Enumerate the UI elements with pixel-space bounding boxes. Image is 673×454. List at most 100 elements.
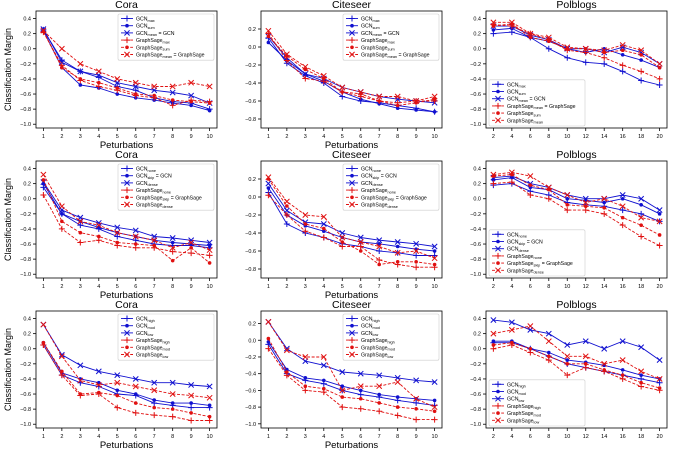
y-tick-label: −0.4 [470, 227, 481, 233]
legend-name: GraphSage [136, 345, 163, 351]
legend-suffix: = GraphSage [172, 53, 205, 59]
y-tick-label: −0.6 [20, 92, 31, 98]
x-tick-label: 20 [657, 284, 663, 290]
x-tick-label: 16 [620, 134, 626, 140]
y-tick-label: −0.8 [20, 407, 31, 413]
data-point [340, 384, 345, 389]
data-point [394, 93, 401, 100]
legend-suffix: = GCN [382, 31, 400, 37]
series-graphsage-mean [490, 19, 663, 67]
x-tick-label: 9 [190, 434, 193, 440]
data-point [601, 360, 608, 367]
data-point [639, 58, 643, 62]
legend-name: GraphSage [507, 254, 534, 260]
legend-suffix: = GCN [525, 240, 543, 246]
y-tick-label: −0.2 [20, 362, 31, 368]
data-point [564, 372, 571, 379]
legend-label: GraphSagemean = GraphSage [507, 104, 576, 110]
legend-label: GCNskip = GCN [136, 174, 172, 180]
legend-subscript: dense [373, 183, 383, 187]
series-graphsage-low [490, 323, 663, 382]
data-point [528, 35, 533, 40]
x-tick-label: 7 [153, 284, 156, 290]
x-tick-label: 18 [638, 434, 644, 440]
legend-subscript: mean [534, 106, 544, 110]
legend-name: GraphSage [136, 195, 163, 201]
data-point [169, 102, 176, 109]
y-tick-label: −0.8 [470, 257, 481, 263]
data-point [357, 370, 364, 377]
legend-label: GCNnone [507, 232, 527, 238]
legend-name: GraphSage [507, 118, 534, 124]
y-tick-label: −0.2 [20, 212, 31, 218]
x-tick-label: 1 [267, 434, 270, 440]
data-point [564, 207, 571, 214]
data-point [132, 79, 139, 86]
legend-marker [125, 45, 129, 50]
legend-marker [495, 117, 501, 124]
series-graphsage-low [40, 321, 213, 401]
series-line [268, 192, 435, 256]
data-point [96, 80, 101, 85]
data-point [40, 321, 47, 328]
legend-marker [349, 29, 355, 36]
y-tick-label: −0.4 [470, 377, 481, 383]
y-tick-label: −0.6 [470, 92, 481, 98]
legend-box [117, 163, 215, 211]
legend-label: GCNnone [361, 167, 381, 173]
plot-frame [260, 160, 443, 279]
x-tick-label: 10 [432, 134, 438, 140]
x-tick-label: 2 [285, 434, 288, 440]
data-point [601, 47, 608, 54]
x-tick-label: 9 [190, 284, 193, 290]
series-line [43, 194, 210, 256]
data-point [414, 406, 418, 411]
chart-title: Cora [115, 300, 138, 311]
legend-label: GCNlow [361, 331, 378, 337]
x-tick-label: 6 [359, 434, 362, 440]
y-tick-label: 0.2 [23, 182, 31, 188]
data-point [638, 233, 645, 240]
data-point [302, 71, 309, 77]
data-point [188, 404, 195, 411]
series-line [268, 176, 435, 259]
legend-marker [350, 173, 354, 178]
data-point [189, 103, 193, 108]
legend-marker [124, 37, 130, 44]
legend-subscript: low [388, 355, 394, 359]
legend-label: GCNmean = GCN [361, 31, 400, 37]
y-tick-label: −0.2 [245, 355, 256, 361]
data-point [77, 239, 84, 246]
legend-label: GraphSagedense [136, 203, 173, 209]
data-point [358, 388, 363, 393]
data-point [114, 224, 121, 231]
y-tick-label: −0.6 [245, 388, 256, 394]
legend-name: GCN [136, 24, 148, 30]
data-point [639, 373, 643, 377]
data-point [41, 340, 46, 345]
data-point [395, 260, 400, 264]
data-point [528, 183, 533, 187]
legend-name: GCN [361, 31, 373, 37]
data-point [582, 338, 589, 345]
x-tick-label: 1 [42, 284, 45, 290]
legend-subscript: sum [148, 26, 155, 30]
legend-subscript: skip [388, 198, 395, 202]
data-point [639, 223, 643, 227]
legend-label: GraphSagelow [136, 353, 169, 359]
chart-title: Polblogs [556, 150, 596, 161]
legend-name: GraphSage [136, 53, 163, 59]
data-point [357, 243, 364, 250]
x-tick-label: 6 [529, 134, 532, 140]
x-tick-label: 3 [304, 134, 307, 140]
data-point [545, 195, 552, 202]
data-point [170, 258, 175, 263]
x-tick-label: 7 [378, 134, 381, 140]
data-point [41, 178, 46, 182]
x-tick-label: 4 [322, 434, 325, 440]
legend-subscript: skip [373, 176, 380, 180]
data-point [545, 184, 552, 191]
x-axis-label: Peturbations [100, 290, 154, 299]
legend-marker [124, 179, 130, 186]
